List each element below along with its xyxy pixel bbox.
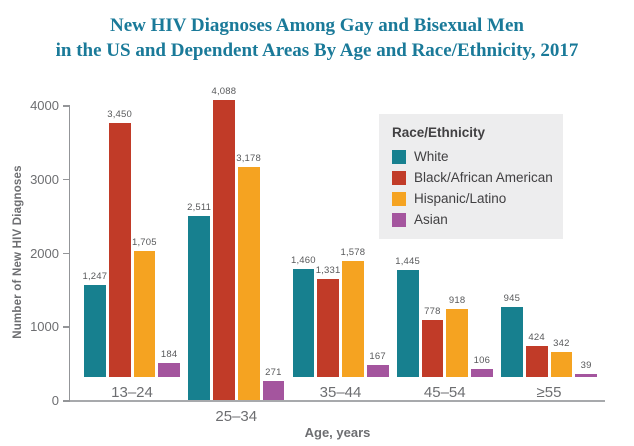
bar-value-label: 4,088	[211, 85, 237, 97]
chart-title: New HIV Diagnoses Among Gay and Bisexual…	[0, 0, 634, 63]
legend-label: Black/African American	[414, 170, 553, 185]
legend-swatch-asian	[392, 212, 406, 227]
bar-asian-55: 39	[575, 360, 597, 377]
bar-value-label: 1,578	[340, 246, 366, 258]
y-tick-mark	[63, 252, 70, 254]
y-tick-label: 1000	[30, 319, 59, 335]
bar-value-label: 945	[503, 293, 521, 305]
bar-asian-25-34: 271	[262, 367, 285, 401]
bar-black-african-american-35-44: 1,331	[316, 265, 340, 377]
legend-item-asian: Asian	[392, 212, 551, 227]
bar-black-african-american-55: 424	[525, 332, 548, 377]
legend-label: Hispanic/Latino	[414, 191, 507, 206]
bar-group-25-34: 2,511 4,088 3,178 271 25–34	[187, 86, 285, 425]
bars-35-44: 1,460 1,331 1,578 167	[291, 106, 389, 377]
bar-group-45-54: 1,445 778 918 106 45–54	[395, 106, 493, 401]
bar-asian-45-54: 106	[471, 355, 493, 377]
legend-swatch-hispanic-latino	[392, 191, 406, 206]
x-tick-label-25-34: 25–34	[215, 408, 258, 425]
bar-value-label: 342	[553, 337, 570, 349]
chart-title-line1: New HIV Diagnoses Among Gay and Bisexual…	[109, 15, 524, 36]
bar-value-label: 184	[160, 349, 178, 361]
bar-white-55: 945	[501, 293, 523, 377]
x-tick-label-55: ≥55	[536, 384, 562, 401]
bars-25-34: 2,511 4,088 3,178 271	[187, 86, 285, 401]
y-tick-label: 2000	[30, 245, 59, 261]
bar-value-label: 167	[369, 350, 386, 362]
bar-hispanic-latino-55: 342	[550, 338, 573, 377]
legend: Race/Ethnicity White Black/African Americ…	[379, 114, 563, 239]
y-tick-mark	[63, 326, 70, 328]
x-tick-label-45-54: 45–54	[423, 384, 466, 401]
bar-value-label: 106	[473, 355, 491, 367]
bar-white-35-44: 1,460	[291, 255, 316, 377]
bar-value-label: 2,511	[187, 201, 212, 213]
y-tick-mark	[63, 105, 70, 107]
bar-black-african-american-45-54: 778	[421, 306, 444, 377]
bar-white-13-24: 1,247	[82, 271, 107, 377]
legend-item-black-african-american: Black/African American	[392, 170, 553, 185]
bar-group-35-44: 1,460 1,331 1,578 167 35–44	[291, 106, 389, 401]
bars-13-24: 1,247 3,450 1,705 184	[82, 106, 180, 377]
bar-value-label: 39	[580, 360, 592, 372]
y-axis: 0 1000 2000 3000 4000	[0, 98, 70, 408]
bar-value-label: 918	[448, 295, 466, 307]
bar-value-label: 3,450	[107, 108, 133, 120]
bar-value-label: 1,460	[290, 255, 316, 267]
legend-swatch-black-african-american	[392, 170, 406, 185]
bar-hispanic-latino-25-34: 3,178	[236, 153, 261, 401]
bar-asian-35-44: 167	[366, 351, 389, 377]
bar-value-label: 1,247	[82, 271, 108, 283]
y-tick-label: 4000	[30, 98, 59, 113]
legend-label: Asian	[414, 212, 448, 227]
bar-white-25-34: 2,511	[187, 202, 211, 401]
x-tick-label-13-24: 13–24	[111, 384, 153, 401]
bar-hispanic-latino-45-54: 918	[446, 295, 468, 377]
x-tick-label-35-44: 35–44	[319, 384, 362, 401]
bar-value-label: 424	[528, 331, 545, 343]
bar-group-13-24: 1,247 3,450 1,705 184 13–24	[82, 106, 180, 401]
y-axis-line	[68, 106, 70, 402]
bar-value-label: 1,331	[315, 264, 341, 276]
bar-value-label: 778	[424, 305, 441, 317]
bar-black-african-american-13-24: 3,450	[107, 109, 132, 377]
bar-white-45-54: 1,445	[395, 256, 420, 377]
bar-hispanic-latino-35-44: 1,578	[340, 247, 365, 377]
legend-title: Race/Ethnicity	[392, 125, 486, 140]
bars-45-54: 1,445 778 918 106	[395, 106, 493, 377]
bar-value-label: 1,445	[395, 256, 421, 268]
y-tick-mark	[63, 400, 70, 402]
y-tick-mark	[63, 178, 70, 181]
y-tick-label: 0	[51, 393, 59, 408]
legend-item-white: White	[392, 149, 551, 164]
bar-asian-13-24: 184	[158, 349, 180, 377]
bar-black-african-american-25-34: 4,088	[211, 86, 236, 401]
bar-value-label: 271	[265, 367, 282, 379]
y-tick-label: 3000	[30, 171, 59, 187]
legend-items: White Black/African American Hispanic/Lati…	[392, 149, 553, 227]
chart-title-line2: in the US and Dependent Areas By Age and…	[55, 40, 579, 62]
x-axis-line	[70, 400, 605, 402]
x-axis-title: Age, years	[304, 425, 371, 440]
bars-55: 945 424 342 39	[501, 106, 597, 377]
legend-item-hispanic-latino: Hispanic/Latino	[392, 191, 551, 206]
bar-hispanic-latino-13-24: 1,705	[132, 237, 157, 377]
bar-value-label: 1,705	[131, 237, 157, 249]
bar-group-55: 945 424 342 39 ≥55	[501, 106, 597, 401]
legend-swatch-white	[392, 149, 406, 164]
plot-area: 1,247 3,450 1,705 184 13–24 2,511 4,088 3,178 27…	[70, 86, 605, 425]
legend-label: White	[414, 149, 449, 164]
bar-value-label: 3,178	[236, 152, 262, 164]
